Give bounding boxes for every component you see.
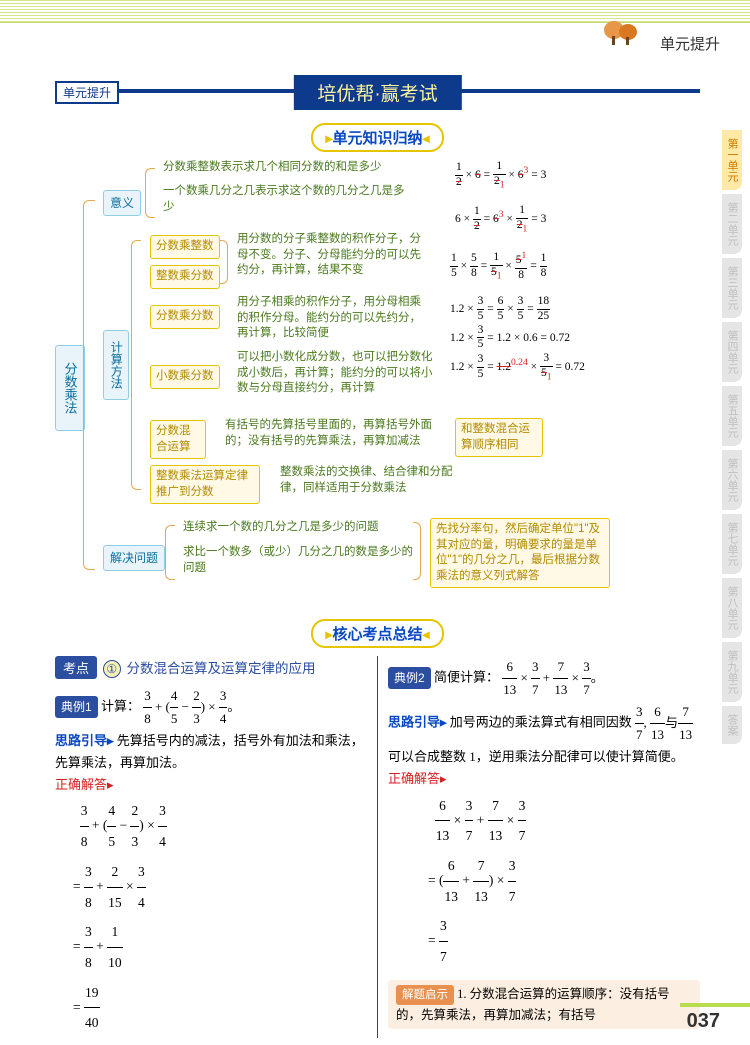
math-ex3: 1.2 × 35 = 65 × 35 = 1825 1.2 × 35 = 1.2… xyxy=(450,295,585,383)
example-1: 典例1 计算： 38 + (45 − 23) × 34。 xyxy=(55,685,367,730)
example-2: 典例2 简便计算： 613 × 37 + 713 × 37。 xyxy=(388,656,700,701)
node-dec: 小数乘分数 xyxy=(150,365,220,389)
section-heading-2: ▸核心考点总结◂ xyxy=(311,619,443,648)
examples-row: 考点 ① 分数混合运算及运算定律的应用 典例1 计算： 38 + (45 − 2… xyxy=(55,656,700,1038)
ex1-solution: 38 + (45 − 23) × 34 = 38 + 215 × 34 = 38… xyxy=(73,796,367,1038)
ex1-guide: 思路引导▸ 先算括号内的减法，括号外有加法和乘法，先算乘法，再算加法。 xyxy=(55,730,367,774)
ex1-q: 计算： xyxy=(101,699,140,714)
node-int2: 整数乘分数 xyxy=(150,265,220,289)
page-number: 037 xyxy=(687,1010,720,1033)
title-bar: 单元提升 培优帮·赢考试 xyxy=(55,71,700,111)
math-ex2: 15 × 58 = 151 × 518 = 18 xyxy=(450,250,547,282)
ans-label: 正确解答▸ xyxy=(388,768,700,790)
guide-text: 加号两边的乘法算式有相同因数 xyxy=(450,715,632,730)
leaf-text: 可以把小数化成分数，也可以把分数化成小数后，再计算；能约分的可以将小数与分母直接… xyxy=(237,350,437,397)
guide-label: 思路引导▸ xyxy=(55,733,114,748)
kaodian-title: 考点 ① 分数混合运算及运算定律的应用 xyxy=(55,656,367,679)
page-title: 培优帮·赢考试 xyxy=(293,75,461,110)
leaf-text: 整数乘法的交换律、结合律和分配律，同样适用于分数乘法 xyxy=(280,465,460,496)
ex1-pill: 典例1 xyxy=(55,696,98,718)
section-1-label: 单元知识归纳 xyxy=(332,130,422,147)
knowledge-tree: 分数乘法 意义 分数乘整数表示求几个相同分数的和是多少 一个数乘几分之几表示求这… xyxy=(55,160,700,615)
bracket xyxy=(413,522,421,580)
bracket xyxy=(131,240,141,490)
node-solve: 解决问题 xyxy=(103,545,165,571)
tree-icon xyxy=(602,18,640,53)
math-ex1: 12 × 6 = 121 × 63 = 3 6 × 12 = 63 × 121 … xyxy=(455,160,546,235)
node-int: 分数乘整数 xyxy=(150,235,220,259)
guide-label: 思路引导▸ xyxy=(388,715,447,730)
node-mix: 分数混合运算 xyxy=(150,420,206,459)
leaf-text: 分数乘整数表示求几个相同分数的和是多少 xyxy=(163,160,413,176)
kaodian-label: 分数混合运算及运算定律的应用 xyxy=(127,661,316,676)
ex2-solution: 613 × 37 + 713 × 37 = (613 + 713) × 37 =… xyxy=(428,791,700,972)
leaf-text: 连续求一个数的几分之几是多少的问题 xyxy=(183,520,413,536)
bracket xyxy=(165,525,175,580)
node-frac: 分数乘分数 xyxy=(150,305,220,329)
node-yiyi: 意义 xyxy=(103,190,141,216)
leaf-text: 用分子相乘的积作分子，用分母相乘的积作分母。能约分的可以先约分，再计算，比较简便 xyxy=(237,295,432,342)
guide-text2: 可以合成整数 1，逆用乘法分配律可以使计算简便。 xyxy=(388,749,684,764)
hint-tag: 解题启示 xyxy=(396,985,454,1005)
bracket xyxy=(145,168,155,218)
section-heading-1: ▸单元知识归纳◂ xyxy=(311,123,443,152)
ex2-expr: 613 × 37 + 713 × 37。 xyxy=(502,670,604,685)
ex2-q: 简便计算： xyxy=(434,670,499,685)
page-num-band xyxy=(680,1003,750,1007)
col-right: 典例2 简便计算： 613 × 37 + 713 × 37。 思路引导▸ 加号两… xyxy=(377,656,700,1038)
leaf-text: 求比一个数多（或少）几分之几的数是多少的问题 xyxy=(183,545,413,576)
header-corner: 单元提升 xyxy=(660,33,720,54)
hint-box: 解题启示 1. 分数混合运算的运算顺序：没有括号的，先算乘法，再算加减法；有括号 xyxy=(388,980,700,1029)
section-2-label: 核心考点总结 xyxy=(332,626,422,643)
header: 单元提升 xyxy=(0,23,750,63)
unit-tag: 单元提升 xyxy=(55,81,119,104)
kaodian-pill: 考点 xyxy=(55,656,97,679)
bracket xyxy=(83,200,95,570)
ans-label: 正确解答▸ xyxy=(55,774,367,796)
side-note: 先找分率句，然后确定单位"1"及其对应的量，明确要求的量是单位"1"的几分之几，… xyxy=(430,518,610,588)
ex1-expr: 38 + (45 − 23) × 34。 xyxy=(143,699,240,714)
ex2-pill: 典例2 xyxy=(388,667,431,689)
bracket xyxy=(220,240,228,284)
ex2-guide: 思路引导▸ 加号两边的乘法算式有相同因数 37, 613与713可以合成整数 1… xyxy=(388,701,700,768)
kaodian-num: ① xyxy=(103,660,121,678)
tree-root: 分数乘法 xyxy=(55,345,85,431)
leaf-text: 用分数的分子乘整数的积作分子，分母不变。分子、分母能约分的可以先约分，再计算，结… xyxy=(237,232,432,279)
leaf-text: 一个数乘几分之几表示求这个数的几分之几是多少 xyxy=(163,184,413,215)
node-law: 整数乘法运算定律推广到分数 xyxy=(150,465,260,504)
side-note: 和整数混合运算顺序相同 xyxy=(455,418,543,457)
node-calc: 计算方法 xyxy=(103,330,129,400)
leaf-text: 有括号的先算括号里面的，再算括号外面的；没有括号的先算乘法，再算加减法 xyxy=(225,418,445,449)
col-left: 考点 ① 分数混合运算及运算定律的应用 典例1 计算： 38 + (45 − 2… xyxy=(55,656,367,1038)
